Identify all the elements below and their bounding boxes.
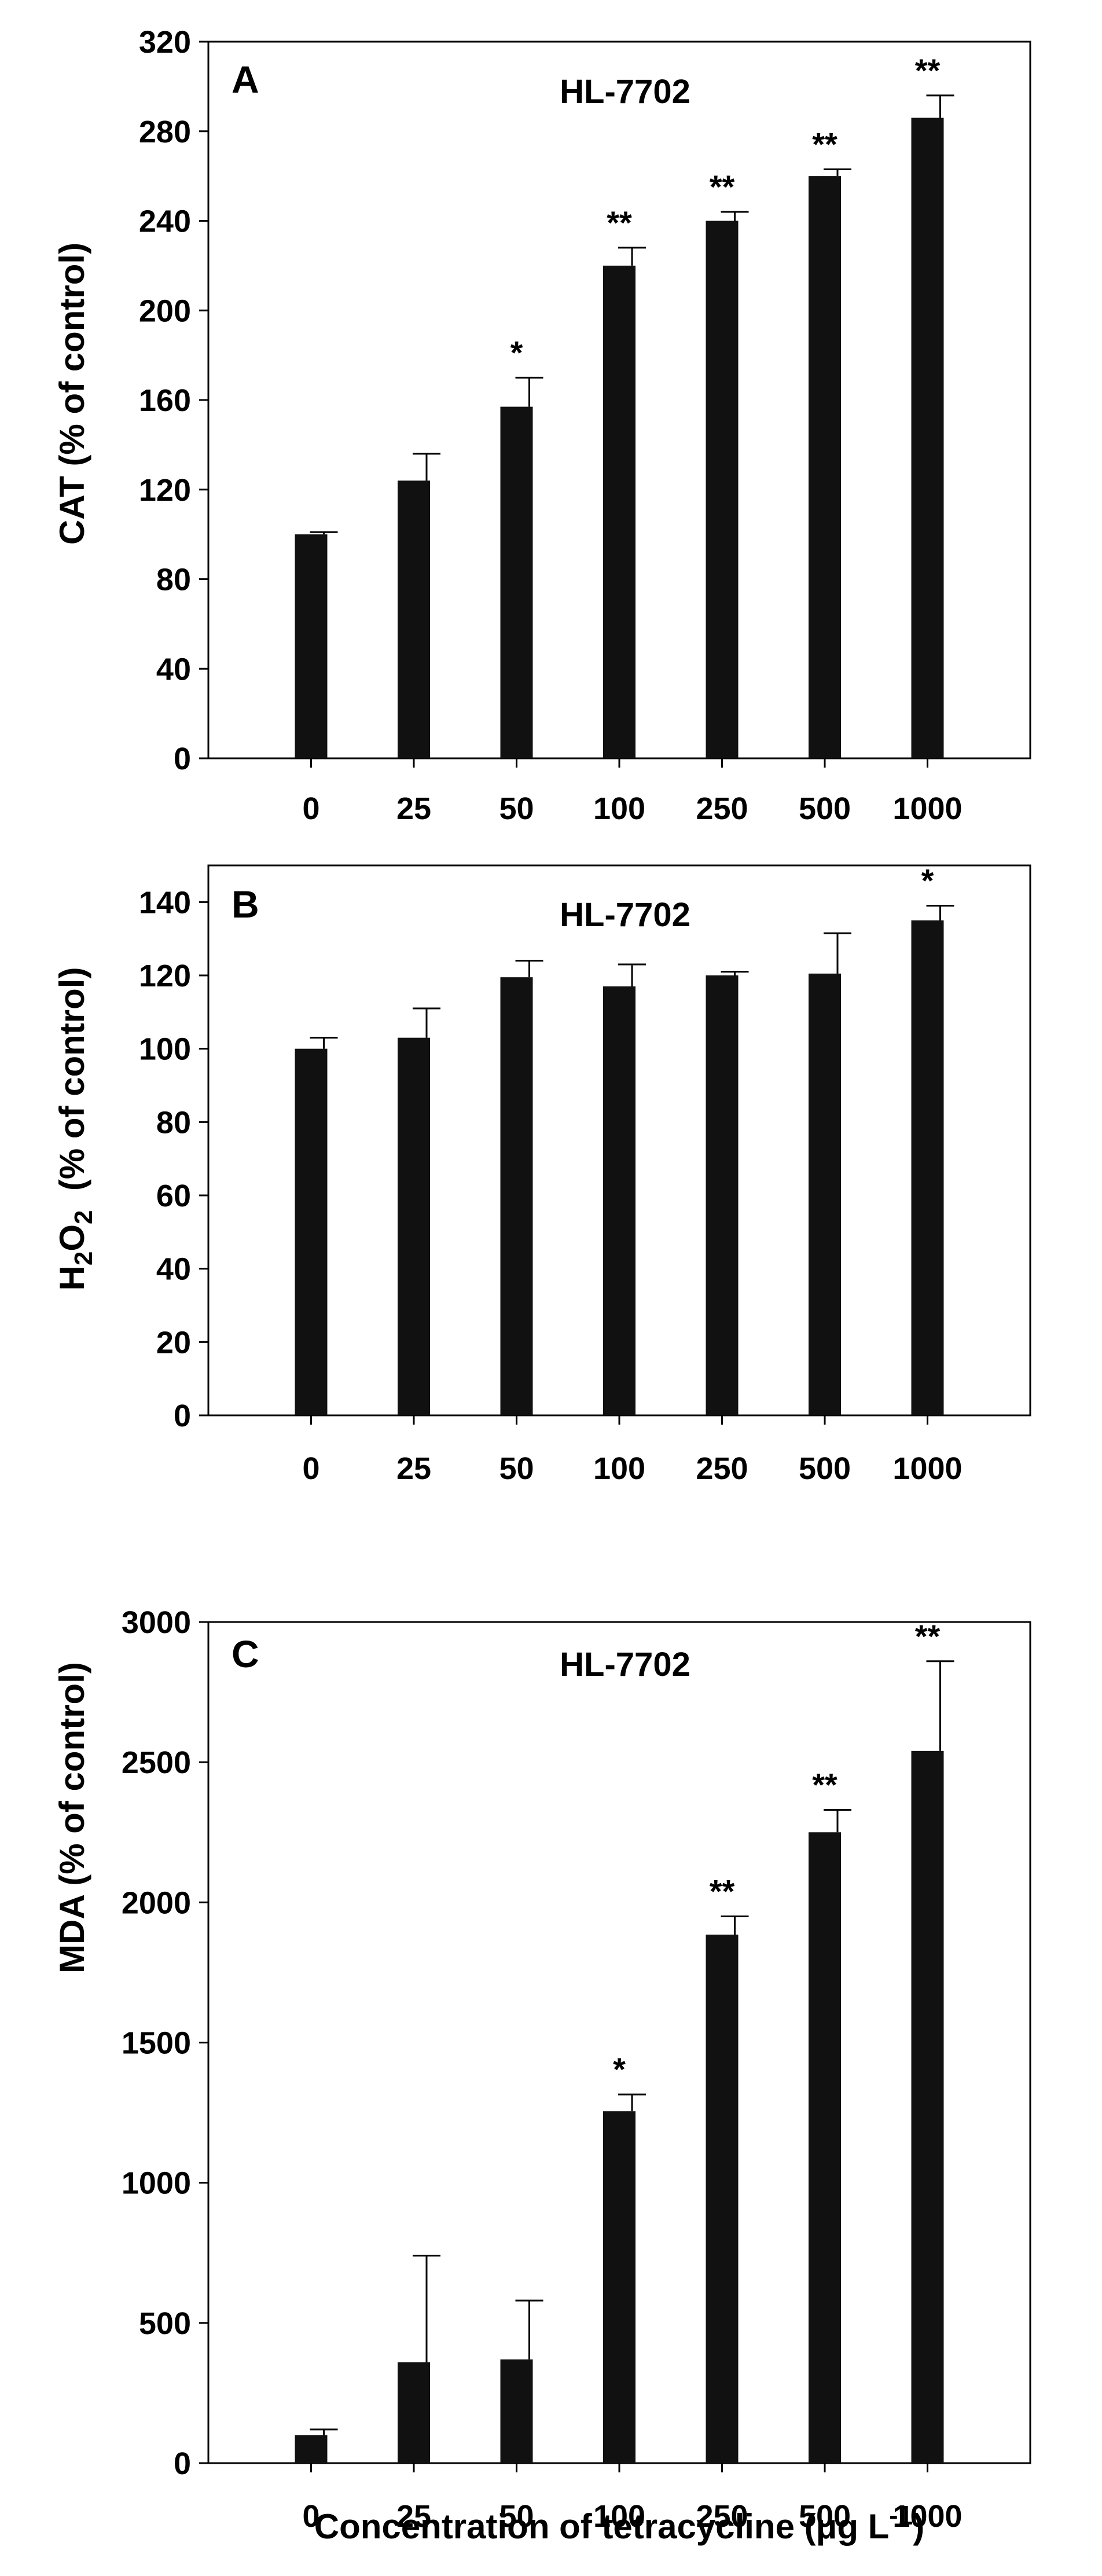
x-tick-label: 250 (696, 791, 748, 826)
bar (603, 986, 636, 1415)
x-tick-label: 50 (499, 1451, 534, 1486)
x-tick-label: 100 (593, 1451, 645, 1486)
x-tick-label: 250 (696, 2499, 748, 2534)
panel-a-ylabel: CAT (% of control) (53, 243, 91, 545)
y-tick-label: 1000 (122, 2166, 191, 2201)
bar (500, 977, 533, 1415)
bar (809, 1832, 841, 2463)
x-tick-label: 25 (396, 791, 431, 826)
x-tick-label: 50 (499, 791, 534, 826)
x-tick-label: 100 (593, 791, 645, 826)
bar (295, 534, 328, 758)
bar (398, 480, 430, 758)
y-tick-label: 20 (156, 1325, 191, 1360)
panel-b-ylabel: H2O2 (% of control) (53, 967, 98, 1291)
y-tick-label: 3000 (122, 1605, 191, 1640)
y-tick-label: 2500 (122, 1745, 191, 1780)
y-tick-label: 1500 (122, 2026, 191, 2061)
bar (706, 975, 739, 1415)
panel-c: MDA (% of control) C HL-7702 05001000150… (53, 1605, 1031, 2534)
x-tick-label: 1000 (892, 2499, 962, 2534)
bar (911, 1751, 944, 2463)
x-tick-label: 0 (302, 1451, 319, 1486)
significance-marker: ** (915, 1618, 941, 1654)
y-tick-label: 0 (174, 2446, 191, 2481)
y-tick-label: 2000 (122, 1885, 191, 1920)
significance-marker: * (613, 2051, 626, 2087)
x-tick-label: 500 (799, 2499, 851, 2534)
panel-c-letter: C (232, 1632, 259, 1675)
bar (295, 1048, 328, 1415)
x-tick-label: 50 (499, 2499, 534, 2534)
bar (809, 176, 841, 758)
panel-a: CAT (% of control) A HL-7702 0 40 80 120 160… (53, 25, 1031, 826)
bar (500, 2359, 533, 2463)
y-tick-label: 120 (139, 473, 191, 508)
x-tick-label: 250 (696, 1451, 748, 1486)
bar (500, 406, 533, 758)
significance-marker: * (921, 863, 934, 899)
x-tick-label: 1000 (892, 791, 962, 826)
x-tick-label: 0 (302, 791, 319, 826)
panel-b-title: HL-7702 (560, 896, 690, 934)
panel-c-ylabel: MDA (% of control) (53, 1662, 91, 1973)
y-tick-label: 40 (156, 652, 191, 687)
bar (911, 118, 944, 759)
x-tick-label: 500 (799, 791, 851, 826)
y-tick-label: 140 (139, 885, 191, 920)
bar (398, 1037, 430, 1415)
bar (911, 920, 944, 1415)
y-tick-label: 80 (156, 563, 191, 597)
significance-marker: ** (812, 1767, 837, 1803)
y-tick-label: 320 (139, 25, 191, 60)
panel-a-title: HL-7702 (560, 73, 690, 111)
y-tick-label: 40 (156, 1252, 191, 1287)
significance-marker: ** (915, 52, 941, 89)
bar (295, 2435, 328, 2463)
y-tick-label: 160 (139, 383, 191, 418)
panel-a-letter: A (232, 58, 259, 101)
y-tick-label: 240 (139, 204, 191, 239)
bar (809, 973, 841, 1415)
y-tick-label: 0 (174, 1399, 191, 1433)
y-tick-label: 120 (139, 959, 191, 993)
y-tick-label: 280 (139, 115, 191, 149)
significance-marker: * (510, 334, 523, 370)
panel-b: H2O2 (% of control) B HL-7702 0 20 40 60 80 1… (53, 863, 1031, 1486)
x-axis-label: Concentration of tetracycline (μg L-1) (314, 2500, 924, 2546)
panel-c-title: HL-7702 (560, 1646, 690, 1683)
bar (706, 221, 739, 758)
significance-marker: ** (812, 126, 837, 163)
y-tick-label: 80 (156, 1105, 191, 1140)
significance-marker: ** (607, 204, 632, 241)
x-tick-label: 25 (396, 2499, 431, 2534)
y-tick-label: 500 (139, 2306, 191, 2341)
significance-marker: ** (710, 1873, 735, 1910)
x-tick-label: 500 (799, 1451, 851, 1486)
x-tick-label: 25 (396, 1451, 431, 1486)
y-tick-label: 200 (139, 293, 191, 328)
y-tick-label: 100 (139, 1032, 191, 1067)
panel-b-letter: B (232, 883, 259, 926)
bar (603, 265, 636, 758)
x-tick-label: 1000 (892, 1451, 962, 1486)
y-tick-label: 60 (156, 1179, 191, 1213)
bar (706, 1935, 739, 2463)
significance-marker: ** (710, 168, 735, 205)
x-tick-label: 100 (593, 2499, 645, 2534)
x-tick-label: 0 (302, 2499, 319, 2534)
y-tick-label: 0 (174, 742, 191, 776)
bar (603, 2111, 636, 2463)
bar (398, 2362, 430, 2463)
